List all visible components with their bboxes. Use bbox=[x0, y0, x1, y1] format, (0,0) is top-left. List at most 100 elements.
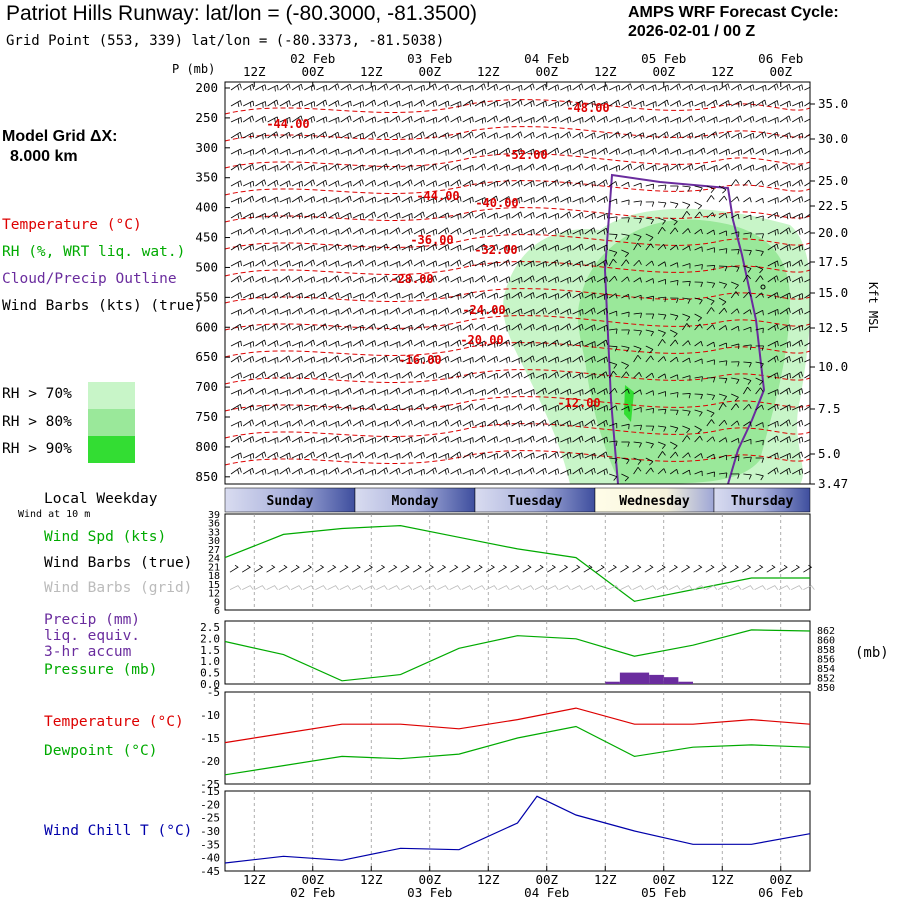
wind-barb bbox=[718, 342, 728, 349]
barb-flag bbox=[581, 292, 584, 298]
barb-flag bbox=[469, 405, 472, 411]
wind-barb bbox=[450, 196, 462, 203]
wind-barb bbox=[511, 228, 523, 236]
wind-barb bbox=[255, 164, 267, 172]
barb-shaft bbox=[340, 275, 351, 283]
wind-barb bbox=[279, 83, 291, 91]
barb-shaft bbox=[316, 323, 326, 331]
wind-barb bbox=[267, 276, 279, 284]
barb-shaft bbox=[377, 100, 388, 107]
barb-shaft bbox=[511, 148, 522, 155]
wind-chill-tick: -40 bbox=[200, 852, 220, 865]
barb-flag bbox=[725, 150, 728, 156]
barb-flag bbox=[518, 86, 520, 92]
barb-shaft bbox=[340, 324, 351, 331]
barb-flag bbox=[603, 229, 606, 235]
wind-barb bbox=[755, 249, 764, 257]
barb-shaft bbox=[279, 372, 290, 379]
wind-barb bbox=[377, 260, 389, 268]
barb-flag bbox=[689, 102, 691, 108]
barb-shaft bbox=[413, 179, 424, 187]
barb-flag bbox=[663, 426, 667, 432]
barb-shaft bbox=[230, 116, 242, 123]
barb-shaft bbox=[572, 131, 583, 139]
barb-flag bbox=[276, 323, 279, 329]
barb-flag bbox=[777, 372, 779, 378]
wind-barb bbox=[352, 293, 364, 300]
wind-barb bbox=[340, 260, 352, 268]
barb-flag bbox=[752, 164, 755, 170]
barb-flag bbox=[664, 149, 667, 155]
barb-flag bbox=[374, 308, 377, 314]
barb-flag bbox=[249, 309, 252, 315]
wind-barb bbox=[243, 452, 255, 460]
barb-flag bbox=[786, 134, 789, 140]
model-grid-info: Model Grid ΔX: 8.000 km bbox=[2, 127, 118, 167]
barb-flag bbox=[556, 451, 560, 457]
barb-shaft bbox=[596, 259, 607, 267]
barb-shaft bbox=[621, 233, 630, 236]
barb-flag bbox=[277, 388, 279, 395]
wind-barb bbox=[377, 211, 389, 219]
barb-flag bbox=[655, 164, 657, 170]
barb-flag bbox=[606, 388, 608, 394]
barb-flag bbox=[776, 132, 779, 138]
barb-shaft bbox=[486, 163, 497, 171]
barb-shaft bbox=[462, 276, 473, 283]
barb-flag bbox=[337, 435, 340, 441]
barb-flag bbox=[557, 276, 560, 282]
barb-flag bbox=[337, 324, 340, 330]
wind-barb bbox=[279, 180, 291, 188]
barb-shaft bbox=[255, 324, 266, 331]
barb-flag bbox=[374, 291, 377, 297]
wind-barb bbox=[230, 197, 242, 204]
barb-flag bbox=[338, 148, 340, 155]
wind-barb-true bbox=[790, 564, 800, 573]
barb-flag bbox=[675, 451, 679, 457]
barb-flag bbox=[285, 277, 289, 283]
barb-flag bbox=[408, 438, 411, 444]
barb-flag bbox=[639, 389, 642, 395]
barb-shaft bbox=[645, 233, 654, 238]
barb-shaft bbox=[450, 101, 461, 107]
wind-barb bbox=[474, 148, 486, 156]
barb-shaft bbox=[474, 275, 485, 283]
barb-flag bbox=[398, 436, 401, 442]
barb-shaft bbox=[511, 437, 522, 443]
barb-flag bbox=[554, 229, 557, 235]
wind-barb bbox=[694, 358, 703, 364]
wind-barb bbox=[328, 340, 340, 348]
wind-barb bbox=[706, 453, 716, 460]
barb-flag bbox=[334, 85, 337, 91]
barb-flag bbox=[554, 166, 557, 172]
wind-barb bbox=[694, 340, 703, 347]
barb-flag bbox=[554, 261, 557, 267]
barb-shaft bbox=[779, 292, 790, 299]
barb-shaft bbox=[255, 436, 266, 443]
barb-flag bbox=[432, 422, 435, 428]
barb-shaft bbox=[316, 259, 327, 267]
barb-flag bbox=[347, 357, 350, 363]
barb-shaft bbox=[779, 275, 790, 283]
barb-flag bbox=[264, 339, 267, 345]
barb-flag bbox=[288, 404, 291, 410]
barb-shaft bbox=[523, 292, 534, 299]
wind-barb bbox=[352, 196, 364, 203]
barb-shaft bbox=[243, 372, 254, 379]
barb-flag bbox=[298, 117, 301, 123]
barb-flag bbox=[582, 421, 584, 427]
wind-barb bbox=[730, 83, 743, 91]
barb-flag bbox=[432, 101, 435, 107]
wind-barb bbox=[633, 163, 645, 171]
barb-flag bbox=[252, 100, 255, 107]
barb-flag bbox=[581, 132, 584, 138]
barb-flag bbox=[396, 357, 398, 363]
barb-shaft bbox=[596, 227, 607, 235]
barb-shaft bbox=[291, 467, 302, 475]
barb-flag bbox=[555, 406, 557, 412]
barb-shaft bbox=[474, 372, 485, 379]
barb-flag bbox=[508, 244, 511, 251]
wind-barb bbox=[316, 371, 328, 379]
wind-barb bbox=[426, 372, 438, 380]
barb-shaft bbox=[792, 196, 802, 203]
